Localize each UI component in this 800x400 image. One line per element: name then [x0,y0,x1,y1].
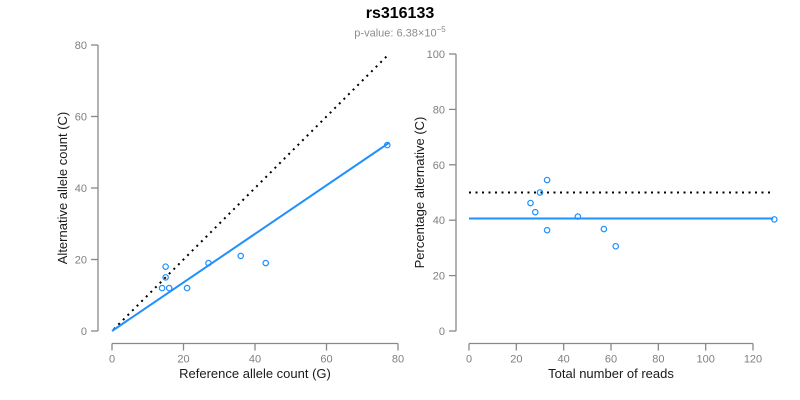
data-point [536,189,544,196]
data-point [600,225,608,233]
data-point [612,242,620,250]
data-point [158,284,166,292]
data-point [527,199,534,207]
x-tick-label: 20 [510,354,522,366]
y-tick-label: 20 [433,271,445,283]
x-tick-label: 80 [652,354,664,366]
p-value-text: p-value: 6.38×10 [354,27,437,40]
y-axis-title: Alternative allele count (C) [55,112,70,264]
x-tick-label: 100 [696,354,714,366]
data-point [770,216,778,223]
axes [91,44,399,351]
x-tick-label: 60 [605,354,617,366]
p-value-exponent: −5 [436,25,446,34]
y-tick-label: 20 [75,255,87,267]
x-tick-label: 0 [466,354,472,366]
identity-line [113,55,388,330]
y-tick-label: 60 [433,160,445,172]
x-axis-title: Total number of reads [548,366,674,381]
y-tick-label: 100 [427,49,445,61]
data-point [165,284,173,292]
y-axis-title: Percentage alternative (C) [412,117,427,269]
axes [449,53,754,351]
x-tick-label: 40 [249,354,261,366]
data-point [543,176,551,184]
x-tick-label: 60 [320,354,332,366]
data-point [183,284,191,292]
y-tick-label: 0 [81,326,87,338]
y-tick-label: 60 [75,112,87,124]
data-point [383,141,391,149]
y-tick-label: 0 [439,326,445,338]
data-point [543,226,551,234]
data-point [531,208,539,216]
y-tick-label: 80 [75,40,87,52]
data-point [237,252,245,260]
x-tick-label: 20 [177,354,189,366]
data-point [574,213,582,220]
x-tick-label: 0 [109,354,115,366]
data-point [162,263,169,270]
y-tick-label: 80 [433,104,445,116]
x-axis-title: Reference allele count (G) [179,366,331,381]
x-tick-label: 40 [558,354,570,366]
x-tick-label: 80 [392,354,404,366]
p-value-label: p-value: 6.38×10−5 [0,25,800,40]
x-tick-label: 120 [744,354,762,366]
data-point [262,259,270,267]
y-tick-label: 40 [433,215,445,227]
data-point [205,259,212,267]
panel-allele-counts: 0 20 40 60 80 0 20 40 60 80 Reference allele count… [55,40,404,381]
fit-line [111,141,390,332]
y-tick-label: 40 [75,183,87,195]
page-title: rs316133 [365,5,435,22]
panel-percentage-vs-reads: 0 20 40 60 80 100 0 20 40 60 80 100 120 Total number … [412,49,778,381]
data-point [162,274,169,281]
